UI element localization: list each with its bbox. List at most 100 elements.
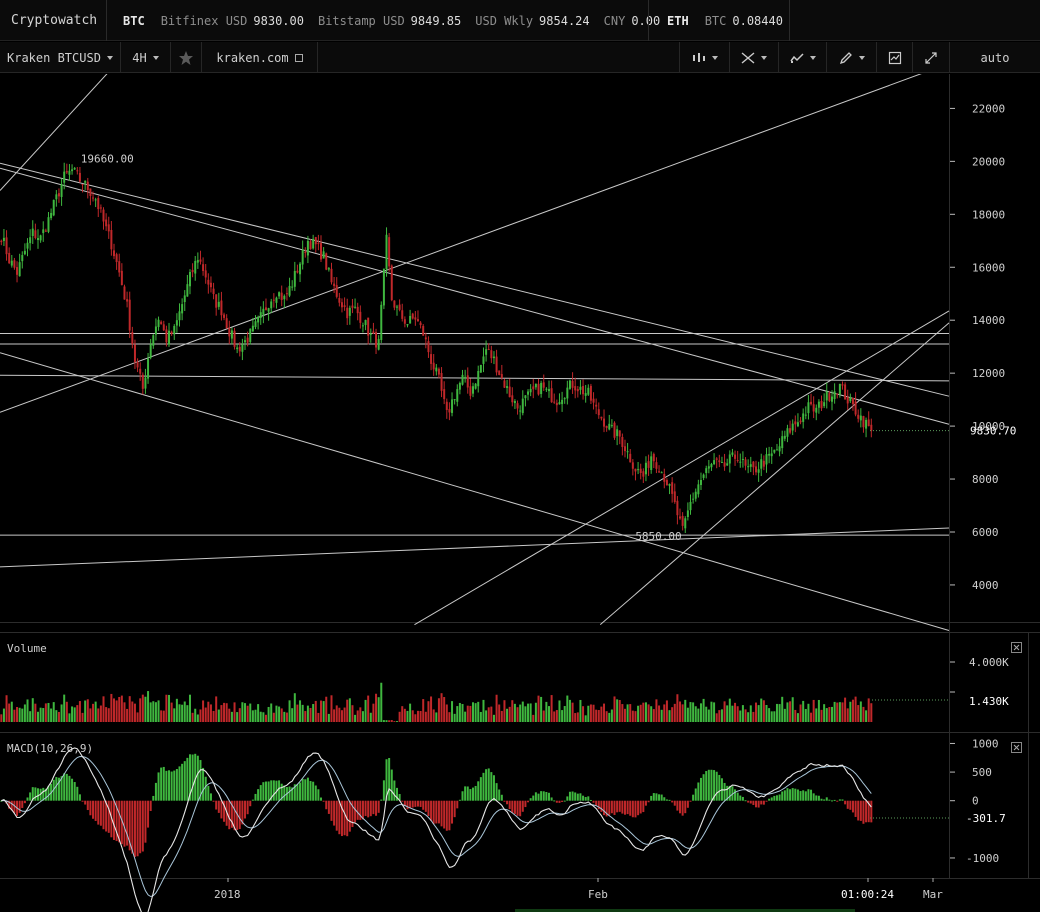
candle-body — [241, 344, 244, 352]
macd-hist-bar — [73, 782, 76, 801]
volume-pane[interactable]: Volume 4.000K 1.430K — [0, 642, 1022, 722]
high-price-annotation: 19660.00 — [81, 152, 134, 165]
volume-bar — [419, 711, 422, 722]
volume-bar — [694, 706, 697, 722]
macd-hist-bar — [857, 800, 860, 821]
macd-pane[interactable]: MACD(10,26,9) 1000 500 0 -1000 -301.7 — [0, 737, 1022, 912]
volume-bar — [241, 702, 244, 722]
volume-bar — [306, 705, 309, 722]
trend-line[interactable] — [0, 527, 950, 568]
candle-body — [322, 251, 325, 259]
chart-area[interactable]: 4000600080001000012000140001600018000200… — [0, 74, 1040, 912]
scale-mode-button[interactable]: auto — [950, 42, 1040, 73]
market-selector[interactable]: Kraken BTCUSD — [0, 42, 121, 73]
volume-bar — [466, 705, 469, 722]
macd-hist-bar — [571, 791, 574, 801]
volume-bar — [597, 710, 600, 722]
volume-bar — [60, 704, 63, 722]
volume-bar — [272, 712, 275, 722]
trend-line[interactable] — [0, 352, 950, 631]
volume-bar — [825, 708, 828, 722]
candle-body — [128, 299, 131, 331]
trend-line[interactable] — [599, 322, 950, 626]
candle-type-button[interactable] — [680, 42, 730, 73]
candle-body — [361, 325, 364, 327]
macd-hist-bar — [542, 791, 545, 801]
macd-hist-bar — [823, 799, 826, 801]
macd-hist-bar — [495, 783, 498, 801]
volume-bar — [314, 700, 317, 722]
volume-bar — [199, 709, 202, 722]
trend-line[interactable] — [414, 310, 950, 626]
interval-selector[interactable]: 4H — [121, 42, 171, 73]
candle-body — [288, 285, 291, 296]
trend-line[interactable] — [0, 374, 950, 382]
crosshair-button[interactable] — [730, 42, 779, 73]
volume-bar — [503, 700, 506, 722]
macd-hist-bar — [681, 800, 684, 816]
macd-hist-bar — [416, 800, 419, 807]
eth-ticker-group[interactable]: ETH BTC 0.08440 — [667, 0, 797, 41]
candle-body — [778, 446, 781, 452]
candle-body — [747, 466, 750, 468]
trend-line[interactable] — [0, 74, 929, 413]
volume-bar — [608, 712, 611, 722]
scroll-range-indicator[interactable] — [515, 909, 855, 912]
candle-body — [765, 454, 768, 465]
brand-logo[interactable]: Cryptowatch — [11, 0, 97, 41]
volume-close-button[interactable] — [1011, 642, 1022, 653]
volume-bar — [644, 702, 647, 722]
volume-bar — [21, 708, 24, 722]
volume-bar — [799, 704, 802, 722]
candle-body — [291, 286, 294, 288]
macd-hist-bar — [10, 800, 13, 811]
macd-hist-bar — [699, 777, 702, 801]
btc-ticker-group[interactable]: BTC Bitfinex USD 9830.00 Bitstamp USD 98… — [123, 0, 674, 41]
draw-pencil-icon — [839, 51, 852, 64]
trend-line[interactable] — [0, 162, 950, 397]
macd-hist-bar — [778, 794, 781, 801]
macd-tick-label: 500 — [972, 766, 992, 779]
draw-tools-button[interactable] — [827, 42, 877, 73]
macd-hist-bar — [170, 771, 173, 801]
indicators-button[interactable] — [779, 42, 827, 73]
candle-body — [230, 330, 233, 339]
price-pane[interactable]: 4000 6000 8000 10000 12000 14000 16000 18000 200… — [0, 74, 1016, 631]
candle-body — [44, 230, 47, 232]
volume-bar — [2, 708, 5, 722]
volume-bar — [382, 720, 385, 722]
macd-hist-bar — [802, 790, 805, 801]
trend-line[interactable] — [0, 167, 950, 425]
macd-hist-bar — [825, 797, 828, 801]
chart-settings-button[interactable] — [877, 42, 913, 73]
cny-value: 0.00 — [631, 13, 661, 28]
macd-hist-bar — [133, 800, 136, 857]
macd-hist-bar — [338, 800, 341, 835]
candle-body — [720, 461, 723, 463]
candle-body — [613, 422, 616, 438]
macd-hist-bar — [789, 789, 792, 801]
trend-line[interactable] — [0, 74, 129, 191]
volume-bar — [464, 711, 467, 722]
candle-body — [244, 340, 247, 343]
candle-body — [511, 395, 514, 403]
volume-bar — [741, 705, 744, 722]
exchange-link[interactable]: kraken.com — [202, 42, 318, 73]
candle-body — [699, 479, 702, 485]
macd-hist-bar — [382, 780, 385, 801]
fullscreen-button[interactable] — [913, 42, 950, 73]
macd-hist-bar — [862, 800, 865, 824]
candle-body — [120, 270, 123, 286]
volume-bar — [849, 701, 852, 722]
macd-hist-bar — [817, 795, 820, 801]
candle-body — [600, 416, 603, 419]
volume-bar — [592, 704, 595, 722]
volume-bar — [13, 709, 16, 722]
volume-bar — [133, 703, 136, 722]
macd-hist-bar — [411, 800, 414, 808]
macd-close-button[interactable] — [1011, 742, 1022, 753]
volume-bar — [86, 699, 89, 722]
macd-hist-bar — [849, 800, 852, 810]
volume-last-label: 1.430K — [969, 695, 1009, 708]
favorite-button[interactable] — [171, 42, 202, 73]
